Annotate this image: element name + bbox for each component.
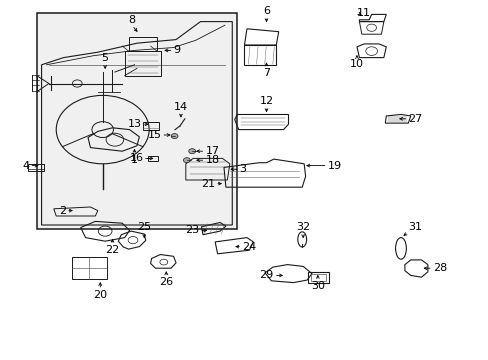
Bar	[310, 274, 325, 281]
Text: 2: 2	[59, 206, 66, 216]
Circle shape	[171, 134, 178, 139]
Bar	[143, 122, 159, 130]
Text: 14: 14	[174, 102, 187, 112]
Text: 16: 16	[130, 153, 144, 163]
Text: 30: 30	[310, 281, 324, 291]
Bar	[147, 156, 158, 161]
Text: 32: 32	[296, 222, 309, 232]
Text: 15: 15	[147, 130, 161, 140]
Text: 8: 8	[128, 15, 135, 25]
Text: 17: 17	[205, 146, 219, 156]
Text: 20: 20	[93, 290, 107, 300]
Circle shape	[188, 149, 195, 154]
Text: 9: 9	[173, 45, 181, 55]
Text: 19: 19	[327, 161, 341, 171]
Bar	[307, 272, 328, 283]
Circle shape	[183, 158, 190, 163]
Text: 23: 23	[185, 225, 199, 235]
Text: 6: 6	[263, 6, 269, 16]
Text: 28: 28	[432, 263, 446, 273]
Text: 21: 21	[201, 179, 215, 189]
Text: 7: 7	[263, 68, 269, 78]
Text: 12: 12	[259, 96, 273, 106]
Text: 25: 25	[137, 222, 151, 232]
Text: 18: 18	[205, 155, 219, 165]
Bar	[124, 51, 161, 76]
Text: 24: 24	[242, 242, 256, 252]
Text: 27: 27	[407, 114, 422, 124]
Bar	[244, 45, 276, 65]
Text: 1: 1	[131, 155, 138, 165]
Text: 3: 3	[239, 164, 246, 174]
Text: 11: 11	[356, 8, 370, 18]
Text: 4: 4	[22, 161, 29, 171]
Text: 5: 5	[102, 53, 108, 63]
Bar	[128, 37, 157, 51]
Bar	[37, 13, 237, 229]
Text: 26: 26	[159, 277, 173, 287]
Text: 10: 10	[349, 59, 363, 69]
Text: 29: 29	[259, 270, 273, 280]
Text: 31: 31	[407, 222, 422, 232]
Bar	[72, 257, 106, 279]
Text: 22: 22	[105, 245, 120, 255]
Text: 13: 13	[127, 119, 142, 129]
Bar	[28, 164, 44, 171]
